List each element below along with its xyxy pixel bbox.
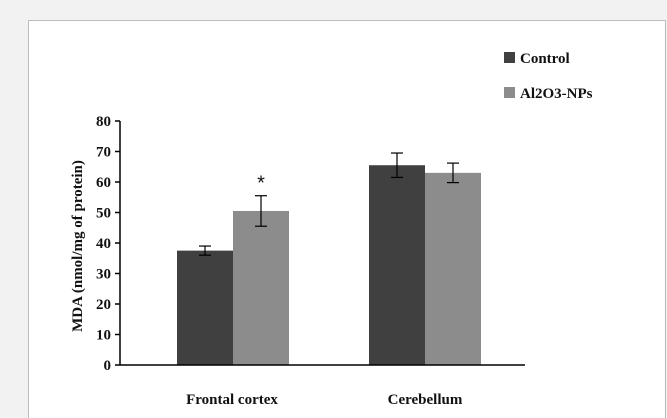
- y-tick-label: 60: [96, 175, 111, 191]
- y-tick-label: 10: [96, 328, 111, 344]
- chart-outer-border: [28, 20, 666, 418]
- y-tick-label: 50: [96, 206, 111, 222]
- bar-al2o3-nps: [233, 210, 289, 365]
- legend-swatch-control: [504, 52, 515, 63]
- y-axis-ticks: 0 10 20 30 40 50 60 70 80: [96, 114, 120, 374]
- y-tick-label: 70: [96, 145, 111, 161]
- y-axis-title: MDA (nmol/mg of protein): [70, 160, 86, 332]
- x-category-label-frontal-cortex: Frontal cortex: [186, 392, 278, 408]
- error-bars: [199, 152, 459, 256]
- y-tick-label: 30: [96, 267, 111, 283]
- legend-label-control: Control: [520, 51, 570, 67]
- bar-al2o3-nps: [425, 172, 481, 365]
- y-tick-label: 20: [96, 297, 111, 313]
- bars: [177, 165, 481, 365]
- legend-swatch-al2o3-nps: [504, 87, 515, 98]
- annotations: *: [257, 173, 265, 195]
- bar-control: [369, 165, 425, 365]
- legend-label-al2o3-nps: Al2O3-NPs: [520, 86, 593, 102]
- bar-control: [177, 250, 233, 365]
- y-tick-label: 80: [96, 114, 111, 130]
- y-tick-label: 40: [96, 236, 111, 252]
- x-category-label-cerebellum: Cerebellum: [388, 392, 463, 408]
- y-tick-label: 0: [104, 358, 112, 374]
- legend: Control Al2O3-NPs: [504, 51, 593, 102]
- significance-marker: *: [257, 173, 265, 195]
